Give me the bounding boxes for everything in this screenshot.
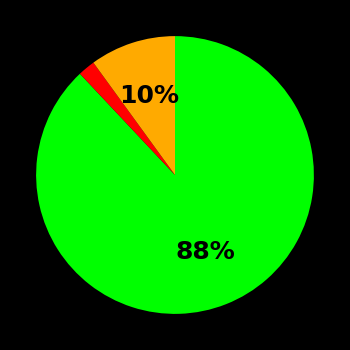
Wedge shape: [36, 36, 314, 314]
Wedge shape: [93, 36, 175, 175]
Wedge shape: [80, 63, 175, 175]
Text: 10%: 10%: [119, 84, 179, 108]
Text: 88%: 88%: [176, 240, 236, 265]
